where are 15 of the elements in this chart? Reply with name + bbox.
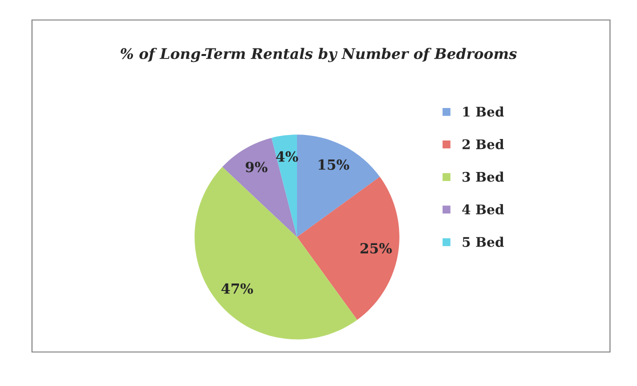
pie-slice [222,138,297,237]
data-label: 9% [246,162,268,172]
legend-label: 2 Bed [462,139,504,150]
data-label: 25% [360,243,392,254]
legend-label: 3 Bed [462,172,504,182]
pie-slice [297,176,400,320]
data-label: 15% [318,159,350,170]
pie-slice [272,134,297,237]
data-label: 47% [221,283,254,294]
pie-slice [297,134,380,237]
legend-label: 5 Bed [462,236,504,247]
legend-label: 4 Bed [462,204,504,214]
legend-label: 1 Bed [463,106,504,117]
data-label: 4% [276,151,298,162]
chart-title: % of Long-Term Rentals by Number of Bedrooms [120,48,517,62]
